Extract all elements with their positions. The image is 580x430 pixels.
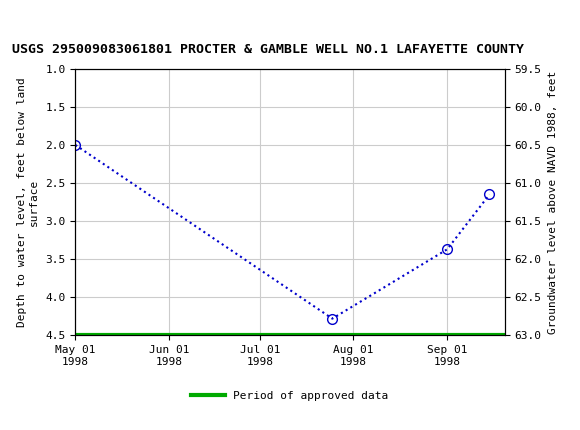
Text: USGS 295009083061801 PROCTER & GAMBLE WELL NO.1 LAFAYETTE COUNTY: USGS 295009083061801 PROCTER & GAMBLE WE…: [12, 43, 524, 56]
Legend: Period of approved data: Period of approved data: [187, 386, 393, 405]
Y-axis label: Groundwater level above NAVD 1988, feet: Groundwater level above NAVD 1988, feet: [548, 71, 559, 334]
Text: ≡USGS: ≡USGS: [12, 10, 70, 29]
Y-axis label: Depth to water level, feet below land
surface: Depth to water level, feet below land su…: [17, 77, 38, 327]
